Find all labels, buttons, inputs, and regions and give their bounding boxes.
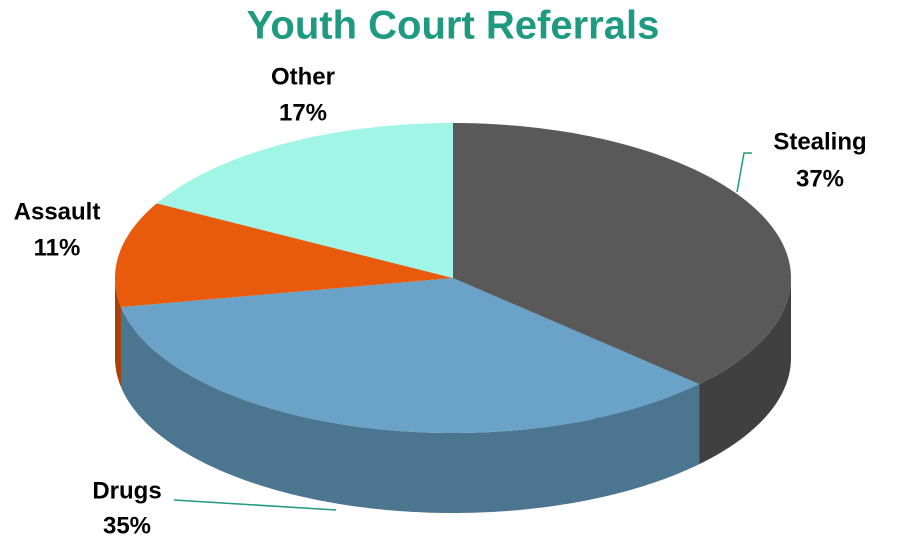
- value-label: 35%: [103, 512, 151, 539]
- chart-title: Youth Court Referrals: [247, 4, 660, 48]
- category-label: Other: [271, 63, 335, 90]
- leader-line: [736, 152, 752, 193]
- pie-slice: [120, 278, 700, 433]
- category-label: Stealing: [773, 128, 866, 155]
- pie-slice: [156, 123, 453, 278]
- leader-line: [173, 499, 337, 511]
- category-label: Drugs: [92, 477, 161, 504]
- pie-side: [115, 278, 121, 388]
- pie-tops: [115, 123, 791, 433]
- value-label: 17%: [279, 99, 327, 126]
- pie-slice: [453, 123, 791, 385]
- pie-slice: [115, 203, 454, 308]
- value-label: 37%: [796, 165, 844, 192]
- pie-side: [699, 278, 791, 465]
- category-label: Assault: [14, 198, 101, 225]
- labels: Stealing 37% Drugs 35% Assault 11% Other 17%: [14, 63, 867, 539]
- pie-side: [120, 307, 700, 513]
- value-label: 11%: [34, 234, 81, 261]
